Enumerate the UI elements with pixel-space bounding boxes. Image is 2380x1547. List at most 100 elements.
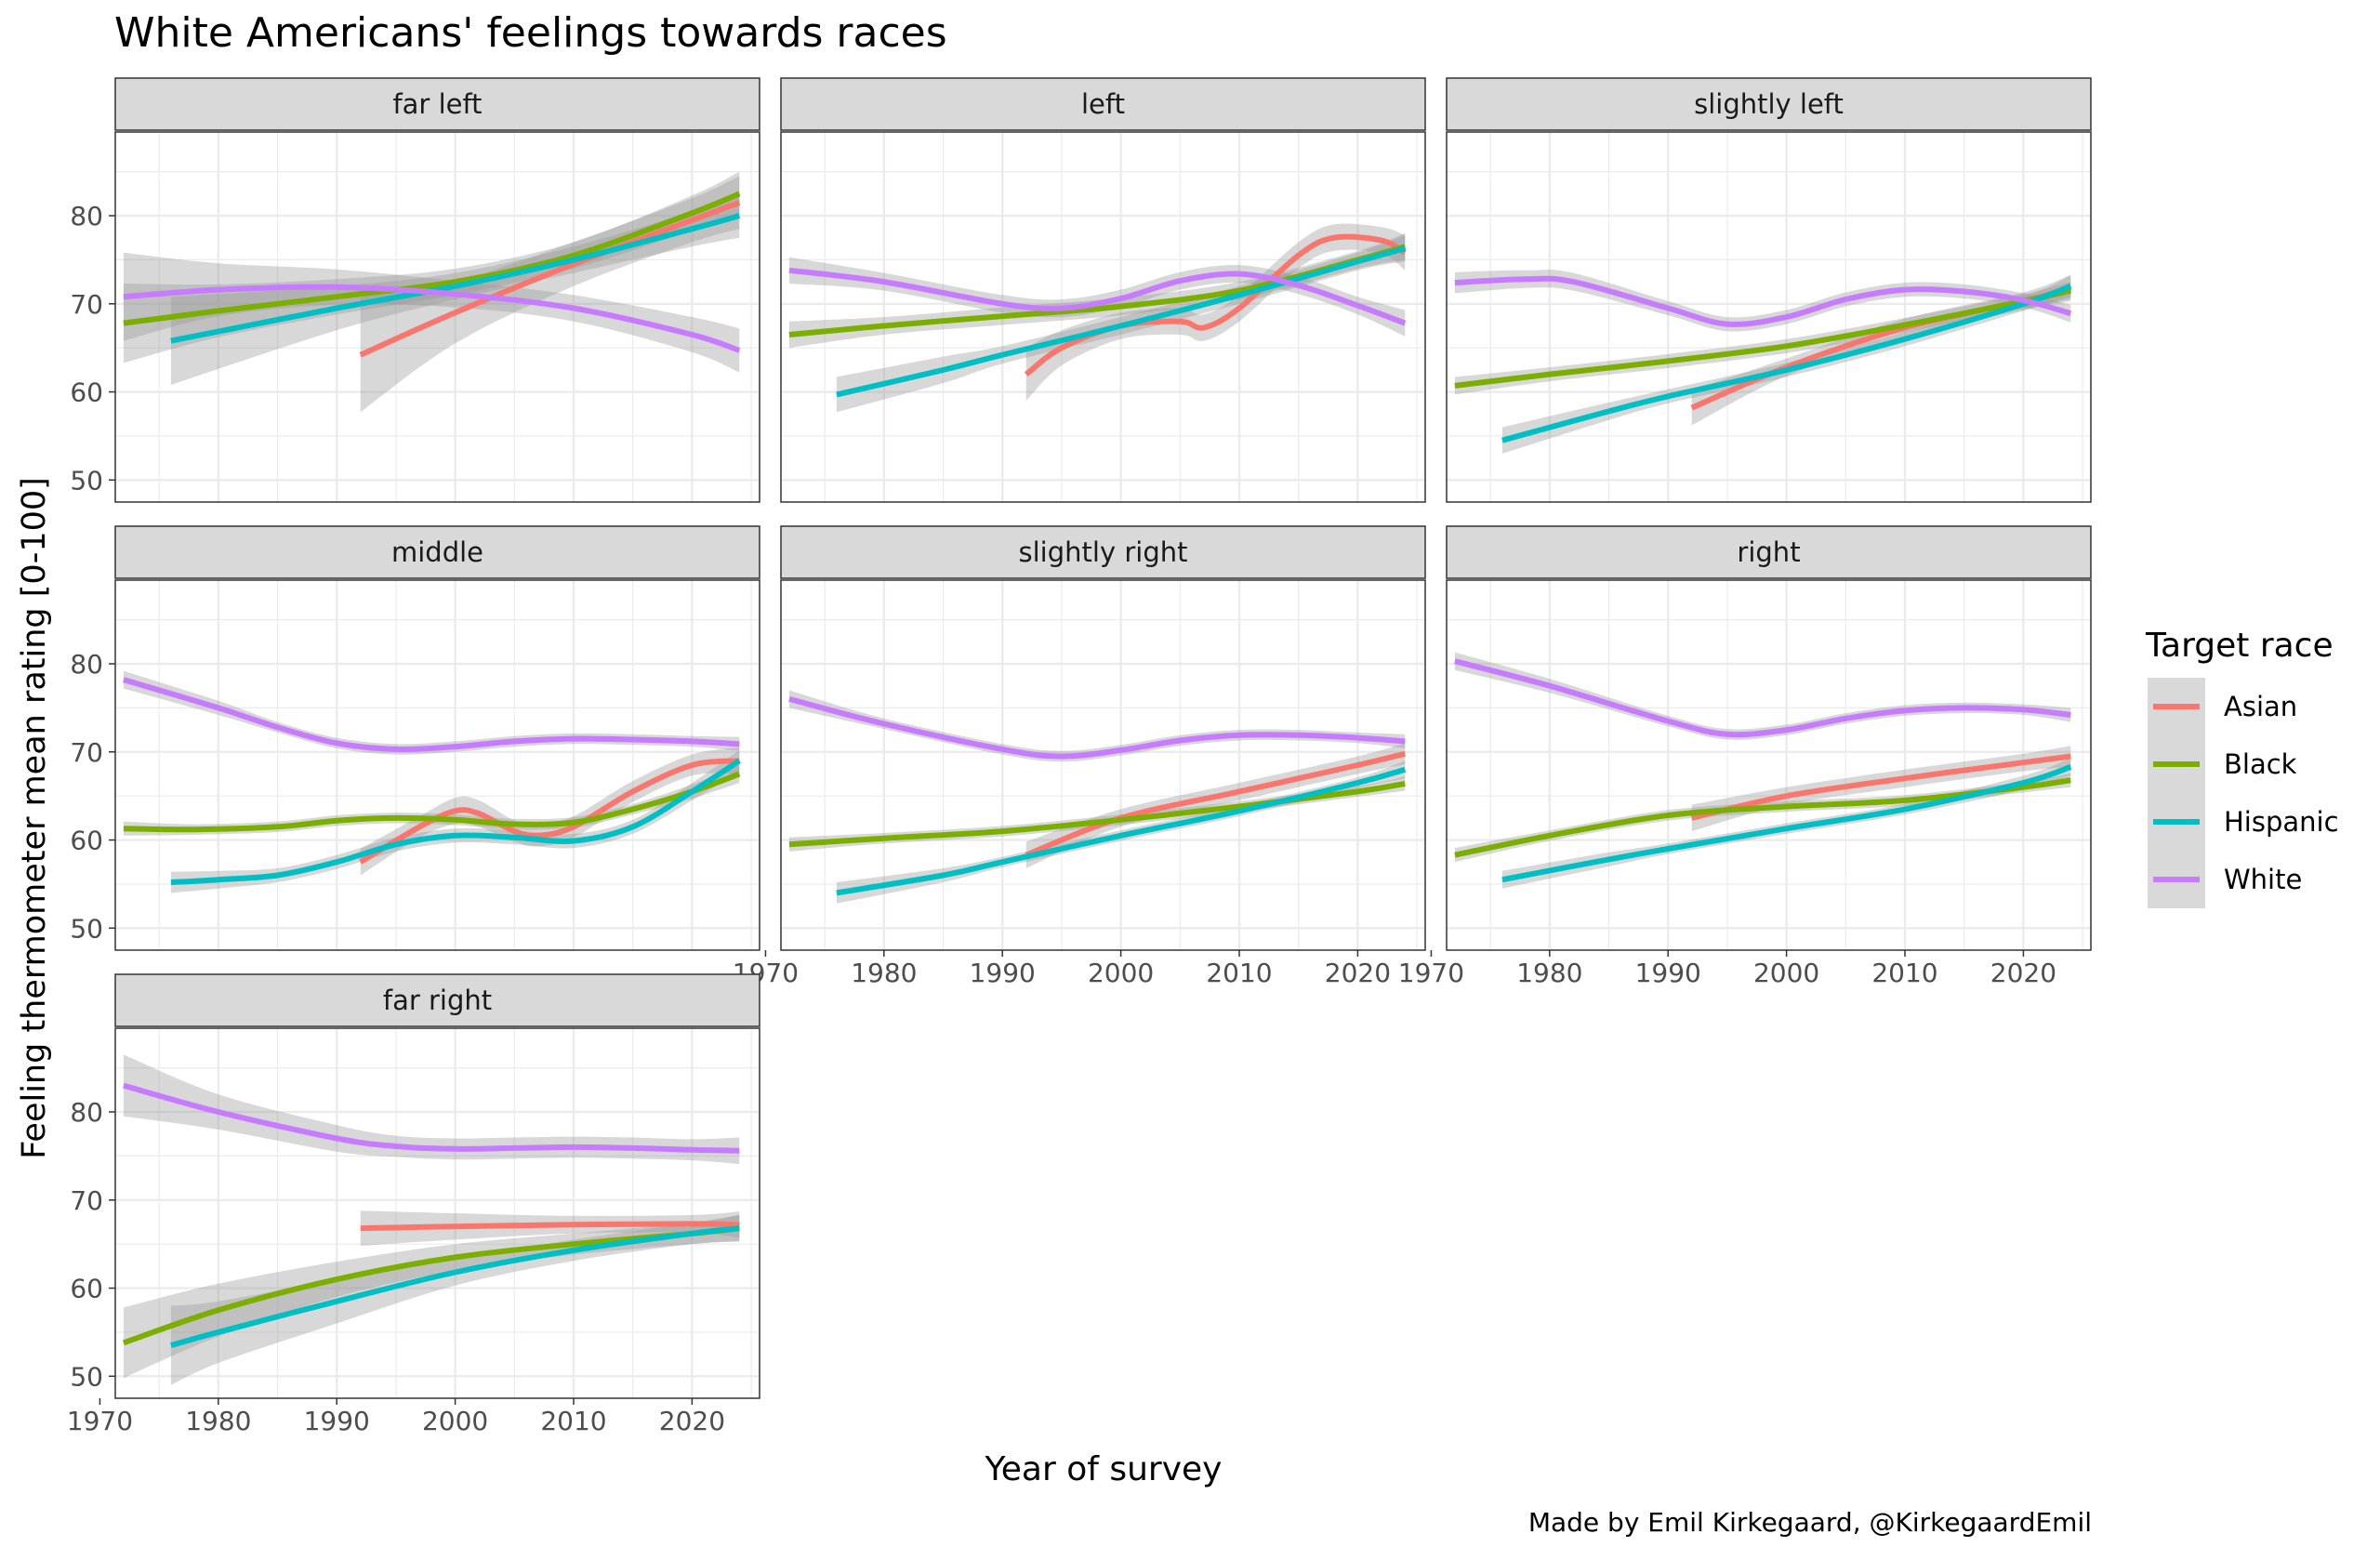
panel-right: right 1970 1980 1990 2000 2010 2020 — [1398, 525, 2092, 988]
panel-strip — [780, 525, 1426, 579]
series-line-black — [123, 191, 741, 326]
series-line-black — [123, 771, 741, 833]
x-tick-label: 1990 — [970, 958, 1036, 988]
panel-strip — [114, 525, 760, 579]
legend-label: White — [2224, 864, 2302, 895]
panel-left: left — [780, 77, 1426, 503]
y-tick-label: 60 — [70, 1274, 103, 1304]
y-tick-label: 70 — [70, 1185, 103, 1216]
y-tick-label: 80 — [70, 649, 103, 680]
x-axis: 1970 1980 1990 2000 2010 2020 — [67, 1398, 725, 1436]
panel-slightly-left: slightly left — [1446, 77, 2092, 503]
y-axis: 50 60 70 80 — [70, 649, 115, 944]
series-line-hispanic — [170, 1225, 740, 1348]
band-hispanic — [170, 193, 740, 385]
panel-strip — [1446, 77, 2092, 131]
y-tick-label: 80 — [70, 201, 103, 231]
legend-item-black: Black — [2148, 735, 2297, 793]
y-axis: 50 60 70 80 — [70, 201, 115, 496]
x-axis: 1970 1980 1990 2000 2010 2020 — [1398, 950, 2056, 988]
series-line-hispanic — [836, 245, 1407, 398]
x-tick-label: 2000 — [1088, 958, 1154, 988]
band-asian — [360, 1210, 740, 1247]
series-line-asian — [1025, 750, 1406, 858]
band-asian — [360, 747, 740, 876]
legend-keys: Asian Black Hispanic White — [2148, 678, 2339, 908]
x-tick-label: 1970 — [1398, 958, 1464, 988]
x-tick-label: 2020 — [1990, 958, 2056, 988]
series-lines — [123, 677, 741, 885]
panel-border — [1446, 131, 2092, 503]
legend-item-asian: Asian — [2148, 678, 2297, 735]
series-line-black — [1454, 287, 2071, 389]
panel-middle: middle 50 60 70 80 — [70, 525, 760, 951]
series-line-hispanic — [1501, 764, 2072, 883]
panel-grid — [115, 1028, 760, 1398]
x-tick-label: 2000 — [422, 1406, 488, 1436]
panel-border — [114, 579, 760, 951]
series-lines — [1454, 275, 2072, 443]
panel-border — [114, 131, 760, 503]
x-tick-label: 1980 — [1516, 958, 1582, 988]
series-line-white — [1454, 275, 2072, 327]
x-tick-label: 2020 — [659, 1406, 725, 1436]
x-tick-label: 2020 — [1325, 958, 1391, 988]
panel-strip — [114, 973, 760, 1027]
panel-background — [115, 1028, 760, 1398]
x-tick-label: 2000 — [1753, 958, 1819, 988]
band-white — [788, 690, 1406, 762]
y-tick-label: 50 — [70, 1361, 103, 1392]
panel-border — [1446, 579, 2092, 951]
series-lines — [122, 1082, 740, 1348]
panel-background — [115, 132, 760, 502]
y-tick-label: 70 — [70, 737, 103, 768]
panel-grid — [781, 132, 1425, 502]
series-line-hispanic — [836, 766, 1407, 896]
series-line-white — [1454, 658, 2071, 738]
series-line-asian — [359, 199, 741, 358]
band-black — [123, 171, 740, 364]
x-tick-label: 1990 — [1635, 958, 1701, 988]
band-black — [1454, 773, 2071, 863]
panel-strip — [114, 77, 760, 131]
y-tick-label: 50 — [70, 913, 103, 944]
series-line-asian — [1691, 753, 2071, 821]
y-axis: 50 60 70 80 — [70, 1097, 115, 1392]
series-lines — [788, 233, 1407, 398]
y-tick-label: 60 — [70, 826, 103, 856]
x-tick-label: 2010 — [540, 1406, 606, 1436]
x-tick-label: 2010 — [1871, 958, 1937, 988]
panel-background — [115, 580, 760, 950]
band-asian — [1025, 223, 1406, 401]
panel-background — [781, 580, 1425, 950]
series-line-asian — [360, 1221, 740, 1232]
legend-item-hispanic: Hispanic — [2148, 793, 2339, 851]
band-hispanic — [1501, 758, 2071, 889]
band-black — [123, 1214, 740, 1379]
series-line-hispanic — [1501, 283, 2072, 443]
x-tick-label: 1980 — [851, 958, 917, 988]
x-tick-label: 1980 — [185, 1406, 251, 1436]
panel-far-right: far right 50 60 70 80 1970 1980 1990 2000 2010 202… — [67, 973, 760, 1436]
panel-far-left: far left 50 60 70 80 — [70, 77, 760, 503]
panel-strip-label: far left — [392, 88, 482, 120]
band-white — [123, 670, 740, 755]
legend-label: Black — [2224, 748, 2297, 780]
y-tick-label: 50 — [70, 465, 103, 496]
panel-background — [781, 132, 1425, 502]
y-tick-label: 60 — [70, 377, 103, 408]
caption: Made by Emil Kirkegaard, @KirkegaardEmil — [1528, 1507, 2092, 1538]
legend: Target race Asian Black Hispanic White — [2145, 627, 2339, 908]
x-tick-label: 1970 — [67, 1406, 133, 1436]
panel-strip — [780, 77, 1426, 131]
y-tick-label: 70 — [70, 289, 103, 320]
series-line-black — [788, 780, 1406, 848]
series-lines — [788, 695, 1407, 896]
series-line-hispanic — [170, 758, 741, 885]
panel-strip-label: slightly left — [1694, 88, 1844, 120]
series-line-white — [123, 284, 741, 353]
panel-grid — [115, 580, 760, 950]
legend-title: Target race — [2145, 627, 2334, 665]
series-line-white — [788, 695, 1406, 760]
